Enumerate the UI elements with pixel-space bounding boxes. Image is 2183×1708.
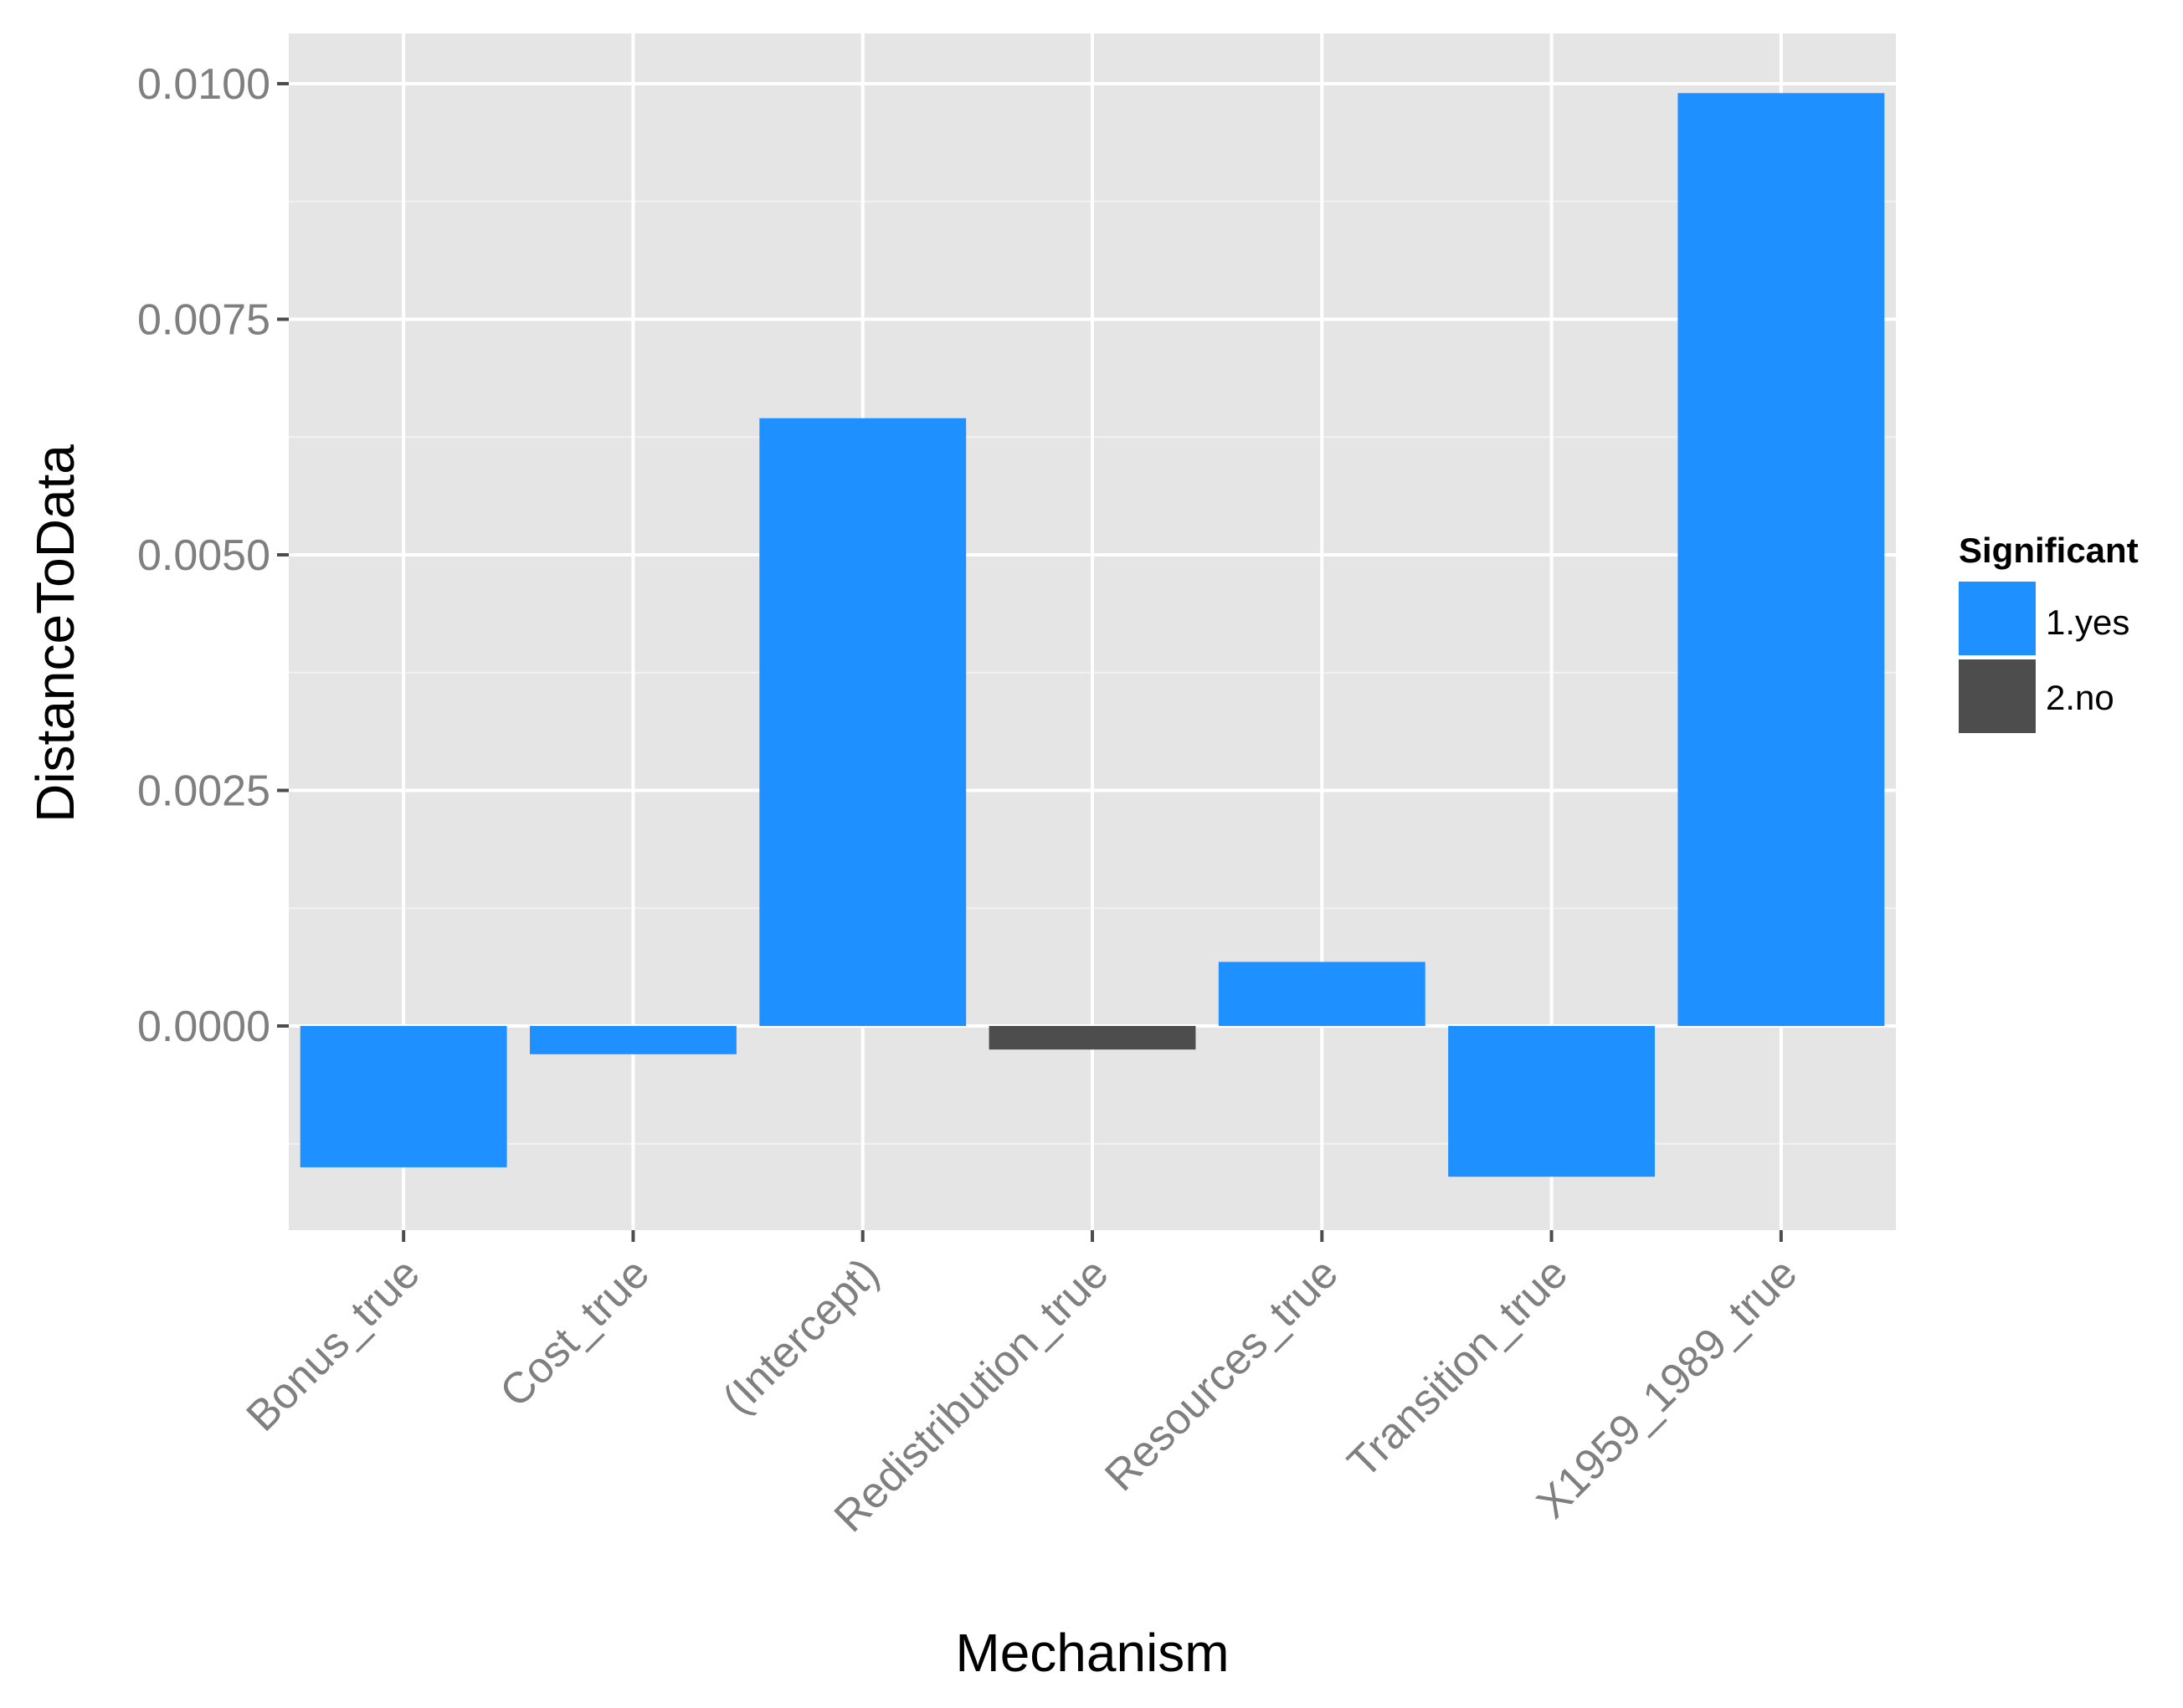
legend: Significant 1.yes 2.no [1959,531,2139,733]
axis-ticks [277,82,1783,1242]
y-tick-label: 0.0050 [137,531,270,580]
bar [1677,93,1885,1026]
bars [300,93,1885,1177]
bar [1448,1026,1655,1177]
y-tick-label: 0.0075 [137,296,270,345]
bar [530,1026,737,1054]
bar [759,418,967,1027]
x-tick-label: Cost_true [491,1249,658,1416]
legend-swatch-no [1959,659,2036,733]
bar [1218,962,1425,1026]
x-tick-label: (Intercept) [714,1249,889,1423]
legend-label-yes: 1.yes [2046,603,2129,642]
legend-title: Significant [1959,531,2139,570]
x-axis-title: Mechanism [955,1623,1229,1683]
bar [989,1026,1196,1050]
x-tick-labels: Bonus_true Cost_true (Intercept)Redistribu… [238,1249,1807,1541]
x-tick-label: Bonus_true [238,1249,429,1440]
y-axis-title: DistanceToData [25,444,85,823]
legend-swatch-yes [1959,582,2036,655]
y-tick-label: 0.0000 [137,1003,270,1051]
y-tick-labels: 0.0000 0.0025 0.0050 0.0075 0.0100 [137,60,270,1051]
x-tick-label: Transition_true [1338,1249,1577,1487]
bar [300,1026,507,1167]
y-tick-label: 0.0025 [137,767,270,816]
legend-label-no: 2.no [2046,678,2114,717]
y-tick-label: 0.0100 [137,60,270,109]
x-tick-label: Resources_true [1096,1249,1348,1500]
